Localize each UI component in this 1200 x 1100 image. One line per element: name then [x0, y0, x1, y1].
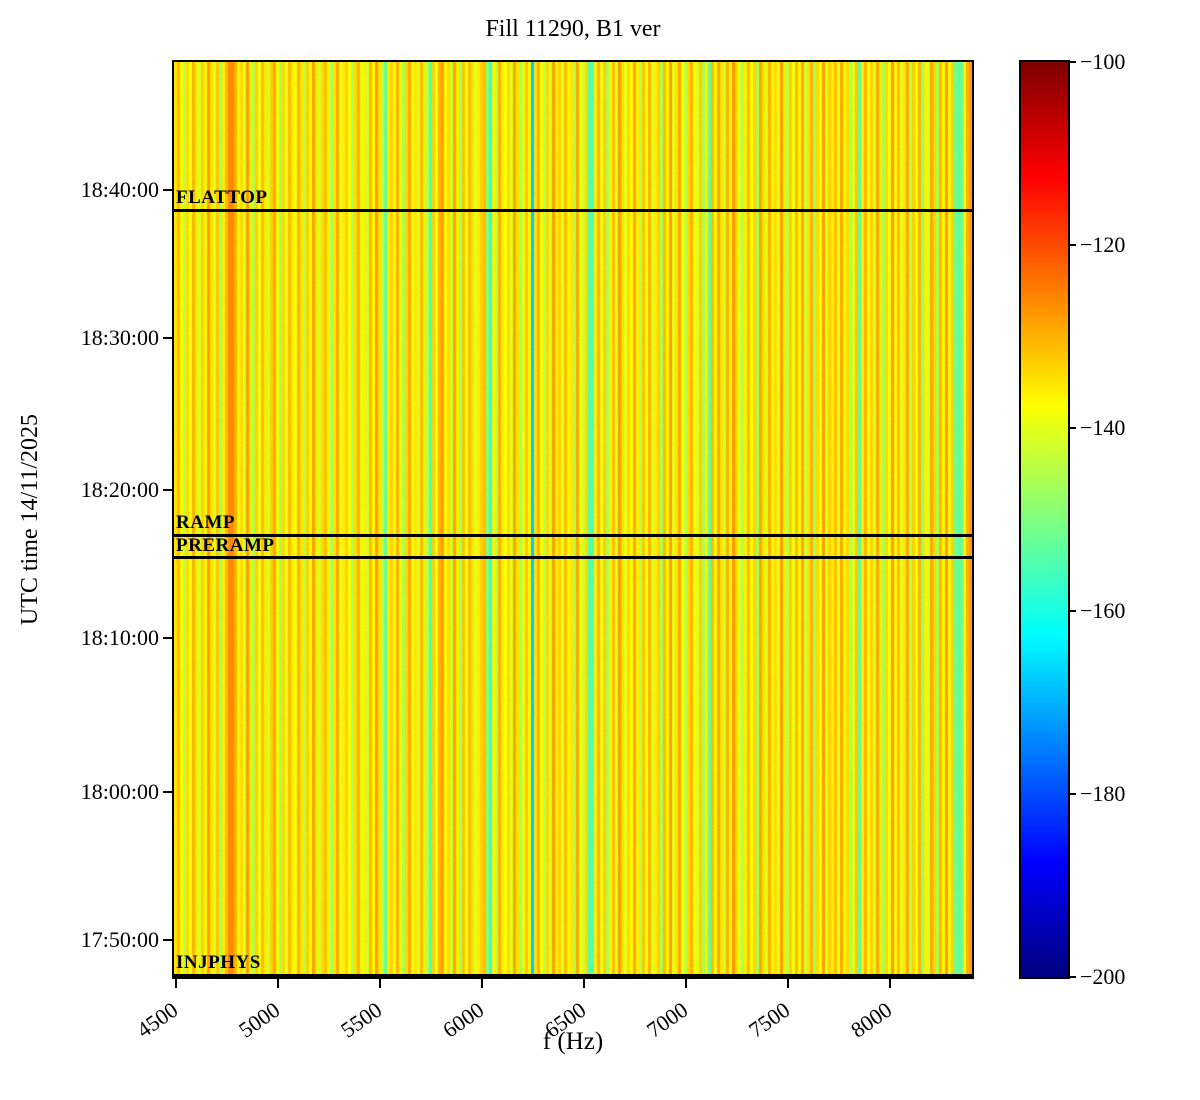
x-tick-mark [481, 979, 484, 988]
plot-border [172, 60, 974, 979]
beam-mode-label-ramp: RAMP [176, 512, 235, 534]
y-tick-label: 18:40:00 [80, 177, 159, 203]
colorbar-tick-label: −100 [1080, 49, 1126, 74]
beam-mode-line-flattop [174, 208, 972, 212]
colorbar-tick-mark [1068, 976, 1076, 978]
beam-mode-label-preramp: PRERAMP [176, 534, 275, 556]
colorbar-tick-mark [1068, 610, 1076, 612]
colorbar-tick-mark [1068, 61, 1076, 63]
y-tick-mark [163, 189, 172, 192]
colorbar-tick-label: −180 [1080, 781, 1126, 806]
y-tick-mark [163, 489, 172, 492]
colorbar-border [1019, 60, 1070, 979]
y-tick-label: 17:50:00 [80, 927, 159, 953]
colorbar-tick-label: −200 [1080, 964, 1126, 989]
x-tick-mark [583, 979, 586, 988]
colorbar-tick-label: −160 [1080, 598, 1126, 623]
x-tick-mark [685, 979, 688, 988]
y-tick-label: 18:20:00 [80, 477, 159, 503]
y-tick-mark [163, 791, 172, 794]
y-tick-label: 18:30:00 [80, 325, 159, 351]
colorbar-tick-mark [1068, 427, 1076, 429]
x-tick-mark [379, 979, 382, 988]
colorbar-tick-mark [1068, 793, 1076, 795]
y-tick-label: 18:10:00 [80, 625, 159, 651]
x-tick-mark [787, 979, 790, 988]
beam-mode-label-injphys: INJPHYS [176, 952, 261, 974]
y-tick-label: 18:00:00 [80, 779, 159, 805]
y-tick-mark [163, 939, 172, 942]
x-axis-label: f (Hz) [542, 1028, 604, 1055]
y-tick-mark [163, 337, 172, 340]
x-tick-mark [889, 979, 892, 988]
x-tick-mark [175, 979, 178, 988]
beam-mode-line-ramp [174, 533, 972, 537]
spectrogram-heatmap [174, 62, 972, 977]
colorbar-tick-mark [1068, 244, 1076, 246]
chart-title: Fill 11290, B1 ver [485, 16, 661, 42]
colorbar [1021, 62, 1068, 977]
beam-mode-label-flattop: FLATTOP [176, 187, 268, 209]
y-tick-mark [163, 637, 172, 640]
y-axis-label-text: UTC time 14/11/2025 [16, 413, 43, 626]
beam-mode-line-preramp [174, 556, 972, 560]
colorbar-tick-label: −120 [1080, 232, 1126, 257]
x-tick-mark [277, 979, 280, 988]
colorbar-tick-label: −140 [1080, 415, 1126, 440]
beam-mode-line-injphys [174, 973, 972, 977]
